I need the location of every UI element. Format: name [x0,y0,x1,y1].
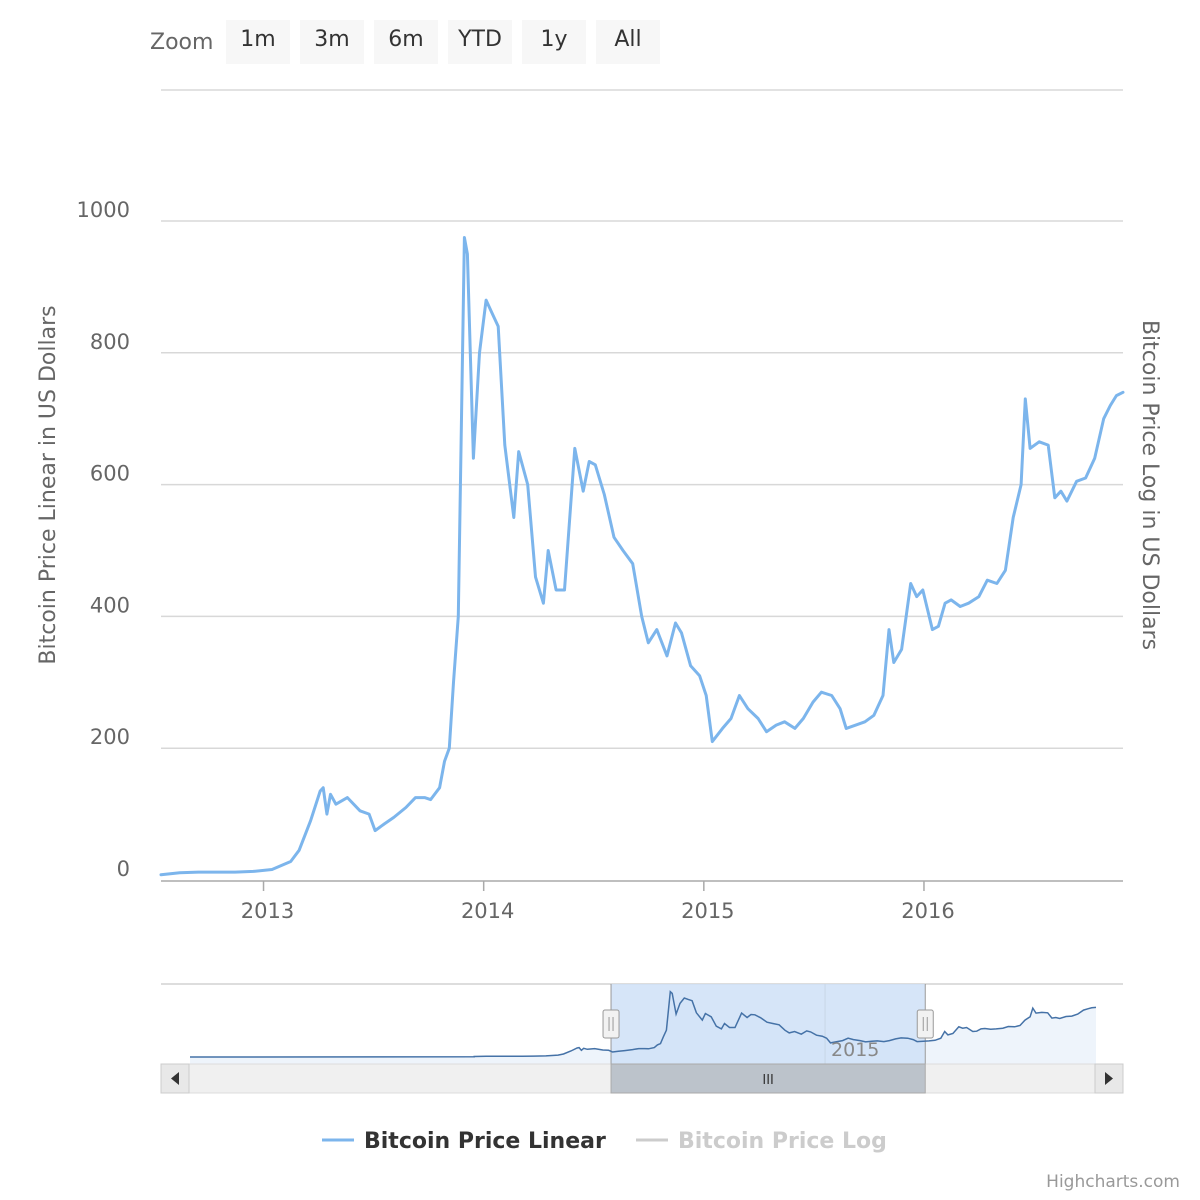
scrollbar-thumb[interactable] [610,1063,926,1094]
y-tick-label: 400 [90,593,130,617]
x-tick-label: 2016 [901,899,954,923]
scrollbar[interactable]: III [160,1063,1124,1094]
legend-item-log[interactable]: Bitcoin Price Log [636,1129,887,1154]
zoom-label: Zoom [150,30,214,55]
highcharts-credits-link[interactable]: Highcharts.com [1046,1172,1180,1192]
scrollbar-left-arrow-button[interactable] [160,1063,190,1094]
zoom-all-button[interactable]: All [596,20,660,64]
scrollbar-grip-icon: III [762,1073,774,1088]
zoom-ytd-button[interactable]: YTD [448,20,512,64]
x-tick-label: 2015 [681,899,734,923]
y-axis: 0 200 400 600 800 1000 [77,198,130,881]
zoom-6m-button[interactable]: 6m [374,20,438,64]
series-line-bitcoin-price-linear [159,236,1125,877]
y-tick-label: 0 [117,857,130,881]
scrollbar-right-arrow-button[interactable] [1094,1063,1124,1094]
grid-lines [161,89,1123,749]
legend-item-linear[interactable]: Bitcoin Price Linear [322,1129,606,1154]
zoom-3m-button[interactable]: 3m [300,20,364,64]
y-axis-title-right: Bitcoin Price Log in US Dollars [1137,320,1162,650]
x-tick-label: 2013 [241,899,294,923]
range-selector: Zoom 1m 3m 6m YTD 1y All [0,0,700,80]
legend-label-linear: Bitcoin Price Linear [364,1129,606,1154]
navigator[interactable]: 2015 [161,983,1123,1064]
y-tick-label: 600 [90,462,130,486]
navigator-tick-label: 2015 [831,1039,879,1061]
zoom-1y-button[interactable]: 1y [522,20,586,64]
navigator-selected-range[interactable] [611,984,926,1064]
legend-label-log: Bitcoin Price Log [678,1129,887,1154]
y-tick-label: 1000 [77,198,130,222]
navigator-series-line [189,990,1097,1058]
left-arrow-icon [171,1072,179,1085]
right-arrow-icon [1105,1072,1113,1085]
x-axis: 2013 2014 2015 2016 [161,880,1123,923]
y-tick-label: 200 [90,725,130,749]
y-tick-label: 800 [90,330,130,354]
zoom-1m-button[interactable]: 1m [226,20,290,64]
navigator-handle-right[interactable] [916,1009,934,1039]
navigator-handle-left[interactable] [602,1009,620,1039]
x-tick-label: 2014 [461,899,514,923]
y-axis-title-left: Bitcoin Price Linear in US Dollars [36,305,61,664]
legend: Bitcoin Price Linear Bitcoin Price Log [322,1129,887,1154]
